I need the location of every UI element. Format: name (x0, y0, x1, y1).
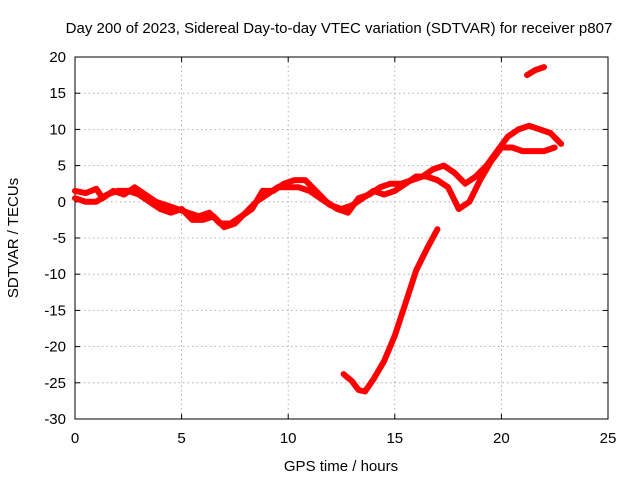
y-tick-label: 0 (58, 194, 66, 211)
y-axis-label: SDTVAR / TECUs (5, 178, 22, 298)
y-tick-label: 15 (49, 85, 66, 102)
x-tick-label: 25 (600, 430, 617, 447)
y-tick-label: -10 (44, 266, 66, 283)
x-tick-label: 15 (386, 430, 403, 447)
tick-layer: 0 5 10 15 20 25 -30 -25 -20 -15 -10 -5 0 5 10 15 20 (44, 49, 616, 447)
x-tick-label: 0 (71, 430, 79, 447)
x-axis-label: GPS time / hours (284, 458, 398, 475)
x-tick-label: 5 (177, 430, 185, 447)
y-tick-label: 5 (58, 158, 66, 175)
y-tick-label: 20 (49, 49, 66, 66)
x-tick-label: 20 (493, 430, 510, 447)
chart-title: Day 200 of 2023, Sidereal Day-to-day VTE… (66, 20, 613, 37)
y-tick-label: -5 (53, 230, 66, 247)
y-tick-label: -30 (44, 411, 66, 428)
grid-layer (75, 57, 608, 419)
series-line-track-a (72, 122, 565, 227)
series-line-track-d (524, 64, 547, 79)
series-layer (72, 64, 565, 395)
x-tick-label: 10 (280, 430, 297, 447)
y-tick-label: -25 (44, 375, 66, 392)
y-tick-label: -15 (44, 302, 66, 319)
series-line-track-c (340, 226, 441, 395)
y-tick-label: -20 (44, 339, 66, 356)
y-tick-label: 10 (49, 121, 66, 138)
series-line-track-b (72, 144, 558, 231)
